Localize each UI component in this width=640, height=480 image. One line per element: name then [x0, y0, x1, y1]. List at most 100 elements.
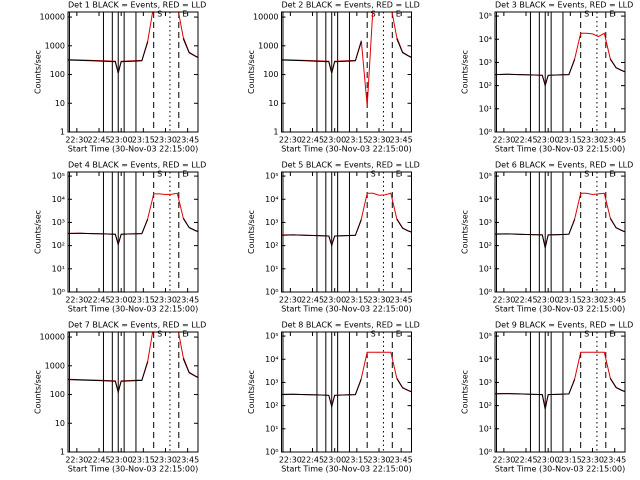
panel-title: Det 1 BLACK = Events, RED = LLD: [68, 1, 206, 10]
plot-frame: [281, 171, 412, 293]
series-line: [68, 358, 198, 395]
y-tick-label: 10: [55, 99, 65, 108]
y-tick-label: 10¹: [479, 104, 492, 113]
x-tick-label: 22:30: [279, 136, 302, 145]
y-tick-label: 10⁵: [479, 12, 492, 21]
plot-frame: [281, 331, 412, 453]
x-axis-label: Start Time (30-Nov-03 22:15:00): [68, 145, 198, 154]
y-tick-label: 1: [60, 128, 65, 137]
x-tick-label: 23:45: [390, 296, 413, 305]
y-tick-label: 10⁵: [265, 172, 278, 181]
panel-title: Det 3 BLACK = Events, RED = LLD: [495, 1, 633, 10]
series-line: [281, 218, 412, 248]
x-tick-label: 23:30: [367, 456, 390, 465]
x-tick-label: 23:30: [581, 296, 604, 305]
x-tick-label: 23:45: [176, 456, 199, 465]
y-tick-label: 10⁴: [479, 355, 492, 364]
y-tick-label: 10²: [265, 241, 278, 250]
x-tick-label: 22:30: [279, 456, 302, 465]
y-tick-label: 10³: [479, 58, 492, 67]
panel: Det 1 BLACK = Events, RED = LLD Counts/se…: [34, 1, 207, 154]
y-tick-label: 1000: [45, 41, 65, 50]
y-tick-label: 10³: [479, 218, 492, 227]
y-tick-label: 100: [50, 390, 65, 399]
y-tick-label: 10³: [265, 378, 278, 387]
series-line: [495, 351, 625, 409]
annotation: E: [609, 170, 614, 179]
panel-title: Det 7 BLACK = Events, RED = LLD: [68, 321, 206, 330]
annotation: S: [157, 10, 162, 19]
annotation: E: [182, 330, 187, 339]
plot-frame: [67, 331, 199, 453]
y-tick-label: 10000: [40, 13, 65, 22]
x-tick-label: 22:45: [87, 136, 110, 145]
series-line: [68, 218, 198, 247]
x-tick-label: 23:30: [154, 456, 177, 465]
panel: Det 9 BLACK = Events, RED = LLD Counts/se…: [461, 321, 634, 474]
x-tick-label: 22:30: [492, 456, 515, 465]
panel: Det 7 BLACK = Events, RED = LLD Counts/se…: [34, 321, 207, 474]
panel-title: Det 6 BLACK = Events, RED = LLD: [495, 161, 633, 170]
x-axis-label: Start Time (30-Nov-03 22:15:00): [495, 305, 625, 314]
y-tick-label: 100: [263, 70, 278, 79]
x-axis-label: Start Time (30-Nov-03 22:15:00): [281, 465, 411, 474]
x-tick-label: 23:15: [345, 136, 368, 145]
x-tick-label: 23:00: [323, 136, 346, 145]
x-axis-label: Start Time (30-Nov-03 22:15:00): [281, 145, 411, 154]
plot-frame: [281, 11, 412, 133]
series-line: [495, 378, 625, 410]
y-tick-label: 10: [268, 99, 278, 108]
y-axis-label: Counts/sec: [34, 210, 43, 254]
x-tick-label: 23:30: [154, 296, 177, 305]
y-tick-label: 10¹: [265, 264, 278, 273]
y-tick-label: 10²: [52, 241, 65, 250]
y-tick-label: 10⁴: [52, 195, 65, 204]
x-tick-label: 23:15: [345, 456, 368, 465]
annotation: S: [157, 330, 162, 339]
x-tick-label: 23:00: [537, 296, 560, 305]
x-tick-label: 22:45: [514, 136, 537, 145]
y-tick-label: 10000: [253, 13, 278, 22]
y-tick-label: 10⁵: [52, 172, 65, 181]
annotation: S: [584, 330, 589, 339]
panel: Det 8 BLACK = Events, RED = LLD Counts/se…: [247, 321, 420, 474]
x-tick-label: 22:30: [65, 296, 88, 305]
annotation: S: [584, 170, 589, 179]
x-tick-label: 22:30: [65, 456, 88, 465]
y-tick-label: 100: [50, 70, 65, 79]
y-tick-label: 10²: [479, 401, 492, 410]
panel-title: Det 2 BLACK = Events, RED = LLD: [282, 1, 420, 10]
x-tick-label: 23:45: [176, 136, 199, 145]
annotation: S: [157, 170, 162, 179]
panel: Det 5 BLACK = Events, RED = LLD Counts/se…: [247, 161, 420, 314]
y-tick-label: 10²: [479, 241, 492, 250]
y-tick-label: 10⁴: [479, 195, 492, 204]
x-tick-label: 23:15: [559, 296, 582, 305]
x-tick-label: 23:00: [537, 136, 560, 145]
panel-title: Det 9 BLACK = Events, RED = LLD: [495, 321, 633, 330]
y-tick-label: 10⁰: [265, 288, 278, 297]
panel: Det 6 BLACK = Events, RED = LLD Counts/se…: [461, 161, 634, 314]
series-line: [495, 58, 625, 88]
y-tick-label: 10³: [52, 218, 65, 227]
x-tick-label: 23:00: [110, 296, 133, 305]
x-tick-label: 23:00: [110, 456, 133, 465]
series-line: [495, 218, 625, 249]
plot-frame: [67, 171, 199, 293]
annotation: E: [609, 330, 614, 339]
y-tick-label: 10⁵: [265, 332, 278, 341]
y-axis-label: Counts/sec: [34, 50, 43, 94]
y-tick-label: 1000: [45, 361, 65, 370]
y-tick-label: 10⁴: [265, 195, 278, 204]
panel-title: Det 8 BLACK = Events, RED = LLD: [282, 321, 420, 330]
panel: Det 2 BLACK = Events, RED = LLD Counts/se…: [247, 1, 420, 154]
y-tick-label: 10¹: [479, 264, 492, 273]
y-tick-label: 10²: [265, 401, 278, 410]
x-tick-label: 23:00: [537, 456, 560, 465]
x-tick-label: 22:45: [301, 296, 324, 305]
annotation: E: [609, 10, 614, 19]
x-tick-label: 23:15: [559, 456, 582, 465]
x-tick-label: 23:45: [603, 296, 626, 305]
annotation: S: [584, 10, 589, 19]
x-tick-label: 22:45: [87, 296, 110, 305]
